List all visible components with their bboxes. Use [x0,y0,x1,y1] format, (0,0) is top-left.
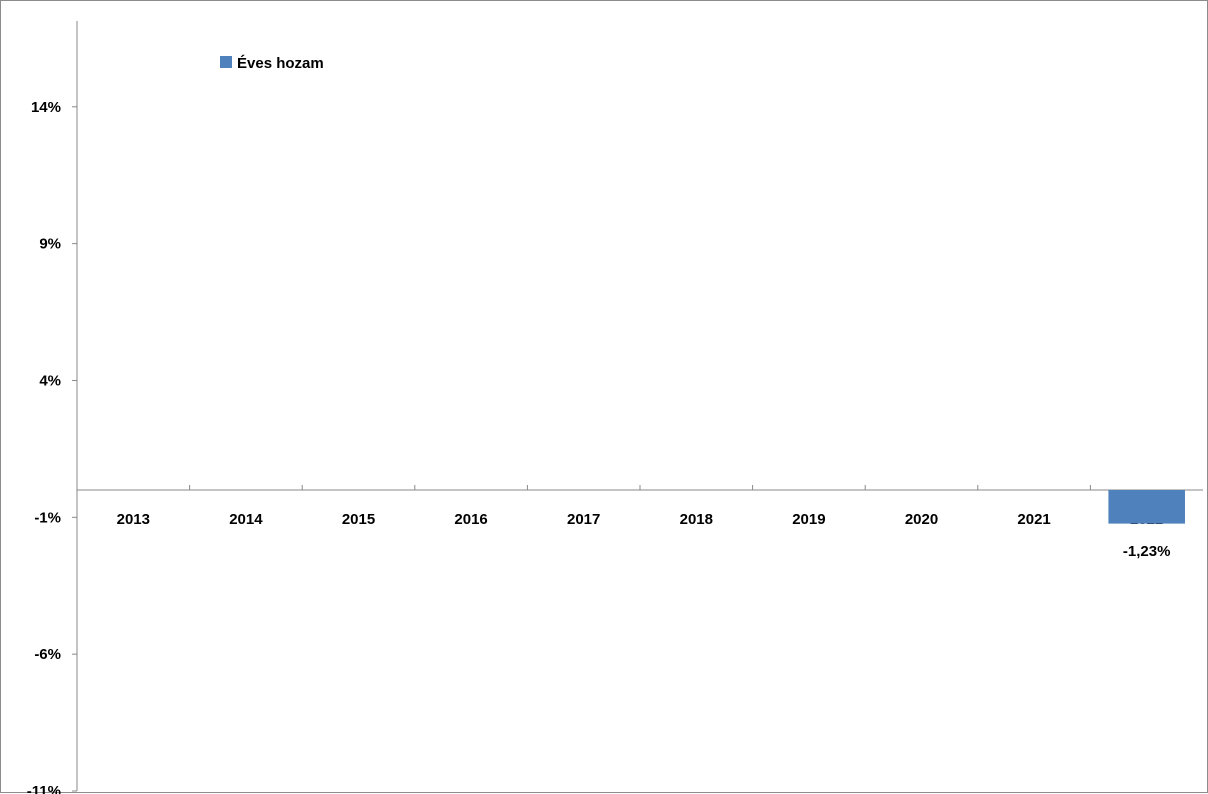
x-tick-label: 2020 [905,511,938,528]
y-tick-label: -11% [27,783,61,794]
x-tick-label: 2019 [792,511,825,528]
y-tick-label: 14% [31,99,61,116]
y-tick-label: -1% [34,509,61,526]
x-tick-label: 2014 [229,511,263,528]
legend-swatch [220,56,232,68]
bar [1108,489,1185,524]
legend: Éves hozam [220,55,324,72]
x-tick-label: 2015 [342,511,375,528]
y-tick-label: -6% [34,646,61,663]
x-tick-label: 2016 [454,511,487,528]
x-tick-label: 2018 [680,511,713,528]
legend-label: Éves hozam [237,55,324,72]
x-tick-label: 2013 [117,511,150,528]
y-tick-label: 9% [39,236,61,253]
y-tick-label: 4% [39,372,61,389]
x-tick-label: 2021 [1017,511,1050,528]
x-tick-label: 2017 [567,511,600,528]
data-label: -1,23% [1123,543,1171,560]
